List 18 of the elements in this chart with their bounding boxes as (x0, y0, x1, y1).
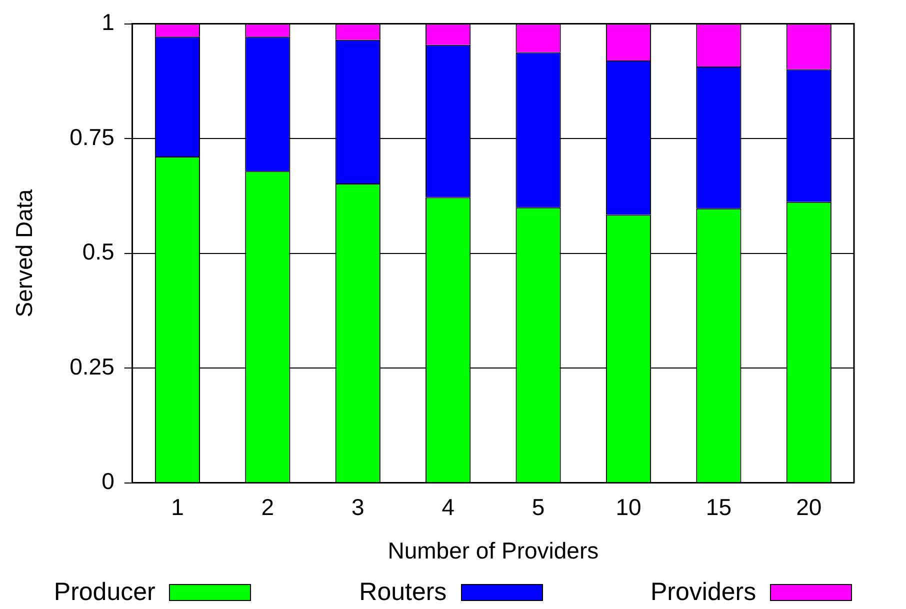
x-tick-label: 1 (171, 494, 184, 520)
x-axis-title: Number of Providers (388, 538, 599, 564)
y-tick-label: 0.75 (70, 124, 114, 150)
x-tick-label: 15 (706, 494, 732, 520)
y-tick-label: 1 (102, 9, 114, 36)
legend-label: Providers (650, 578, 756, 607)
y-tick-label: 0 (102, 468, 114, 494)
x-tick-label: 3 (351, 494, 364, 520)
legend-label: Producer (54, 578, 156, 607)
y-tick-label: 0.25 (70, 353, 114, 380)
x-tick-label: 4 (442, 494, 455, 520)
x-tick-label: 2 (261, 494, 274, 520)
y-tick-label: 0.5 (82, 238, 114, 265)
x-tick-label: 10 (616, 494, 642, 520)
x-tick-label: 5 (532, 494, 545, 520)
y-axis-title: Served Data (11, 189, 38, 318)
legend-label: Routers (359, 578, 447, 607)
x-tick-label: 20 (796, 494, 822, 520)
